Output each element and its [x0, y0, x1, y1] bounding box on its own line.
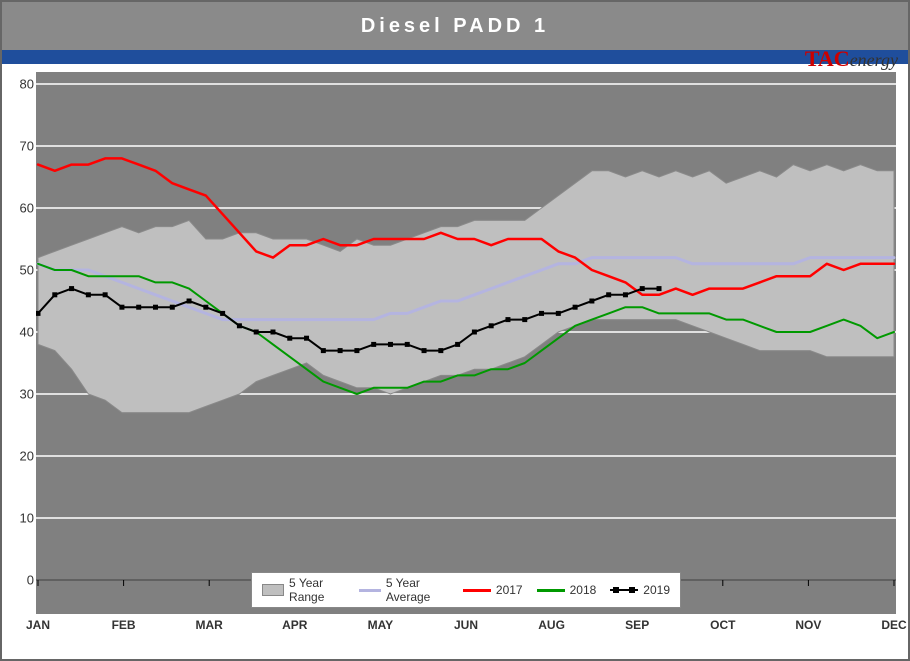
legend-label: 2018	[570, 583, 597, 597]
x-tick-label: APR	[282, 618, 307, 632]
y-tick-label: 0	[27, 573, 34, 588]
legend-item: 2017	[463, 583, 523, 597]
legend-label: 5 Year Average	[386, 576, 449, 604]
legend-item: 2019	[610, 583, 670, 597]
x-tick-label: SEP	[625, 618, 649, 632]
y-tick-label: 70	[20, 139, 34, 154]
y-tick-label: 20	[20, 449, 34, 464]
logo-rest: energy	[850, 50, 898, 70]
y-tick-label: 10	[20, 511, 34, 526]
plot-area: 5 Year Range 5 Year Average 2017 2018 2019	[36, 72, 896, 614]
x-tick-label: JUN	[454, 618, 478, 632]
chart-frame: Diesel PADD 1 TACenergy 5 Year Range5 Ye…	[0, 0, 910, 661]
title-bar: Diesel PADD 1	[2, 2, 908, 50]
legend-item: 5 Year Average	[359, 576, 449, 604]
accent-bar	[2, 50, 908, 64]
legend-swatch	[359, 589, 381, 592]
x-tick-label: OCT	[710, 618, 735, 632]
legend-swatch	[610, 584, 638, 596]
legend-label: 2019	[643, 583, 670, 597]
x-tick-label: FEB	[112, 618, 136, 632]
chart-svg	[36, 72, 896, 614]
chart-title: Diesel PADD 1	[361, 15, 549, 38]
x-tick-label: DEC	[881, 618, 906, 632]
brand-logo: TACenergy	[805, 46, 898, 72]
legend-swatch	[262, 584, 284, 596]
x-tick-label: JAN	[26, 618, 50, 632]
legend-swatch	[463, 589, 491, 592]
x-tick-label: MAR	[196, 618, 223, 632]
legend-label: 2017	[496, 583, 523, 597]
x-axis-labels: JANFEBMARAPRMAYJUNAUGSEPOCTNOVDEC	[36, 618, 896, 638]
y-tick-label: 40	[20, 325, 34, 340]
y-axis-labels: 0 10 20 30 40 50 60 70 80	[10, 72, 34, 614]
x-tick-label: AUG	[538, 618, 565, 632]
y-tick-label: 60	[20, 201, 34, 216]
x-tick-label: MAY	[368, 618, 394, 632]
legend-label: 5 Year Range	[289, 576, 345, 604]
y-tick-label: 80	[20, 77, 34, 92]
legend-item: 2018	[537, 583, 597, 597]
x-tick-label: NOV	[795, 618, 821, 632]
logo-red: TAC	[805, 46, 850, 71]
y-tick-label: 50	[20, 263, 34, 278]
legend: 5 Year Range 5 Year Average 2017 2018 2019	[251, 572, 681, 608]
y-tick-label: 30	[20, 387, 34, 402]
legend-swatch	[537, 589, 565, 592]
legend-item: 5 Year Range	[262, 576, 345, 604]
